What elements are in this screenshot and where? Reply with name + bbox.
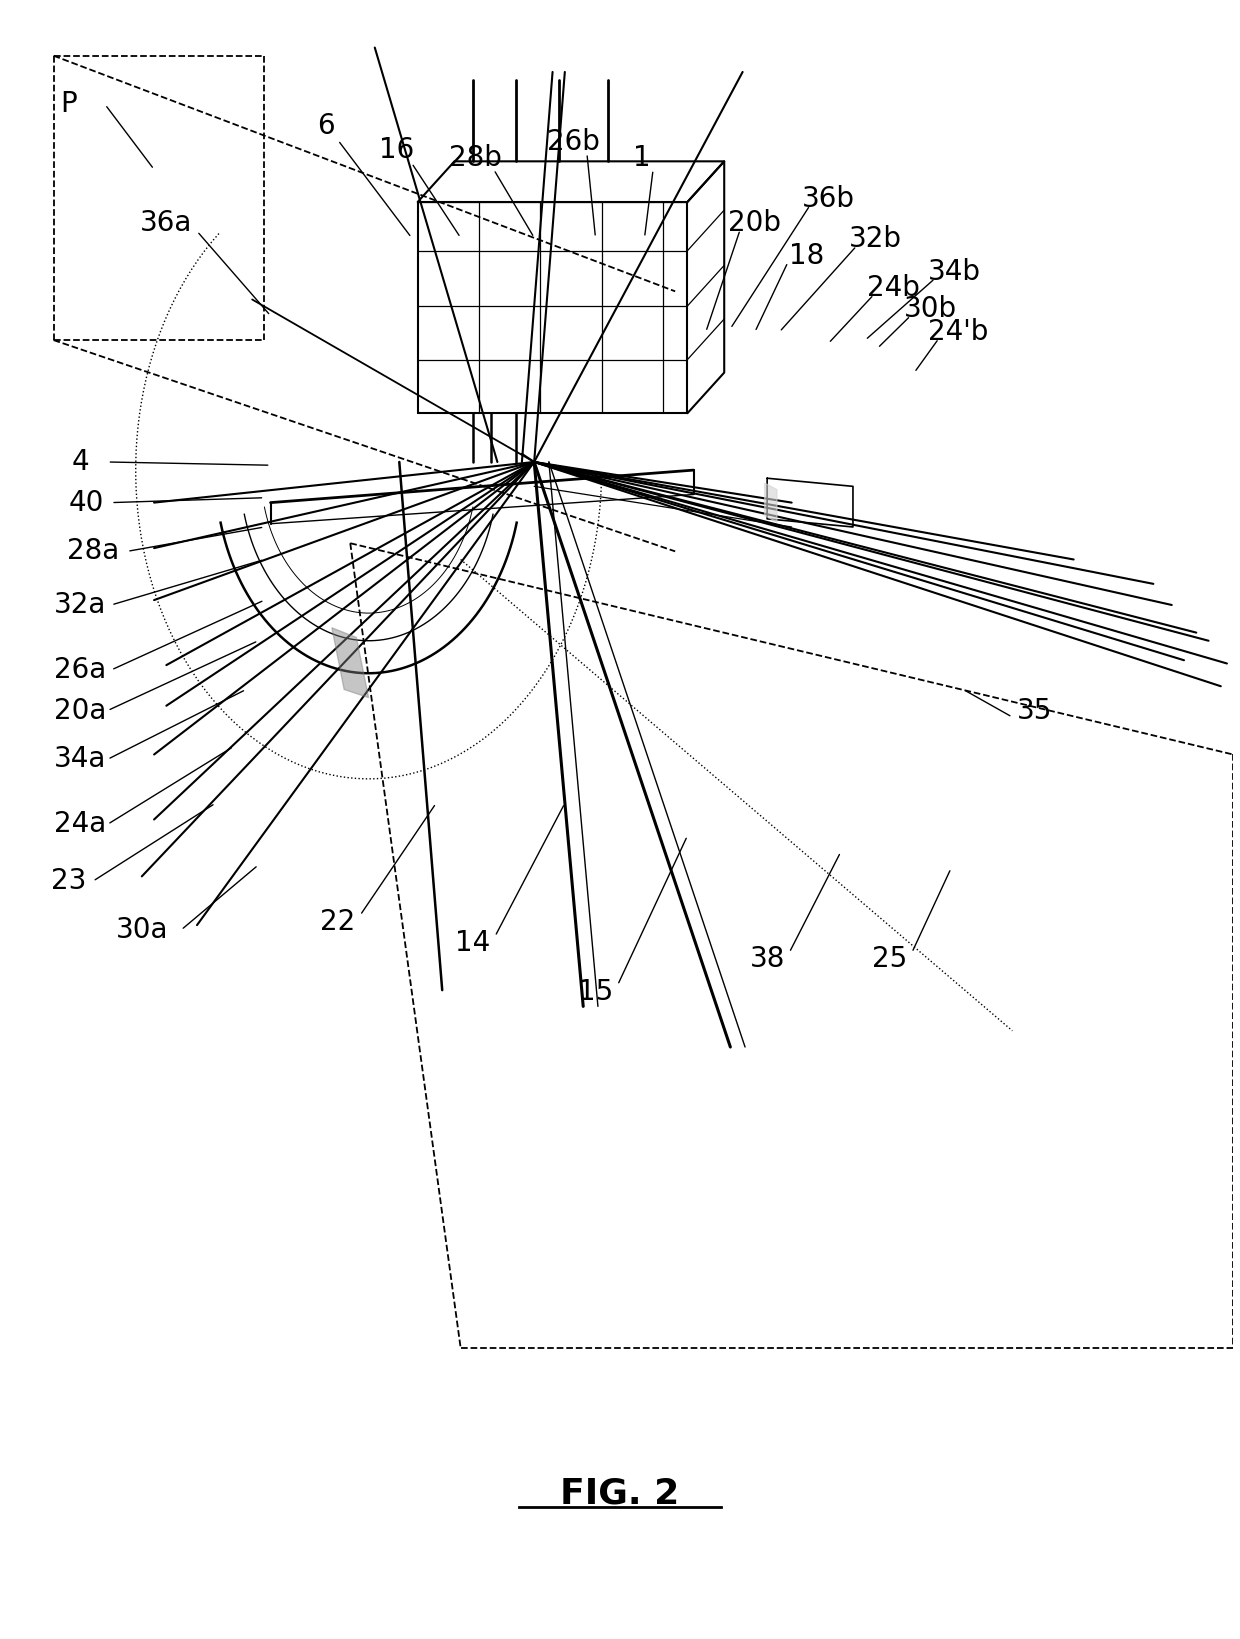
Text: 32b: 32b bbox=[848, 225, 901, 254]
Text: 28a: 28a bbox=[67, 538, 119, 565]
Polygon shape bbox=[332, 628, 368, 698]
Text: 24'b: 24'b bbox=[929, 318, 988, 346]
Text: 14: 14 bbox=[455, 929, 491, 957]
Text: 34a: 34a bbox=[55, 746, 107, 774]
Text: 28b: 28b bbox=[449, 144, 502, 172]
Text: 6: 6 bbox=[317, 111, 335, 139]
Text: 38: 38 bbox=[749, 946, 785, 974]
Text: 22: 22 bbox=[320, 908, 356, 936]
Text: 23: 23 bbox=[51, 867, 86, 895]
Text: 30a: 30a bbox=[115, 916, 169, 944]
Text: 26b: 26b bbox=[547, 128, 600, 156]
Text: 24b: 24b bbox=[867, 274, 920, 302]
Text: 34b: 34b bbox=[929, 257, 981, 285]
Text: 40: 40 bbox=[69, 488, 104, 516]
Text: FIG. 2: FIG. 2 bbox=[560, 1477, 680, 1511]
Text: 20a: 20a bbox=[55, 697, 107, 724]
Text: 36a: 36a bbox=[140, 210, 192, 238]
Text: 26a: 26a bbox=[55, 656, 107, 683]
Text: 25: 25 bbox=[872, 946, 908, 974]
Text: 35: 35 bbox=[1017, 697, 1052, 724]
Text: 4: 4 bbox=[72, 447, 89, 475]
Text: 15: 15 bbox=[578, 978, 613, 1006]
Text: 32a: 32a bbox=[55, 592, 107, 620]
Text: 16: 16 bbox=[379, 136, 414, 164]
Text: 36b: 36b bbox=[802, 185, 854, 213]
Text: 30b: 30b bbox=[904, 295, 957, 323]
Text: 18: 18 bbox=[789, 241, 825, 269]
Polygon shape bbox=[765, 484, 777, 523]
Text: P: P bbox=[60, 90, 77, 118]
Text: 24a: 24a bbox=[55, 810, 107, 839]
Text: 1: 1 bbox=[634, 144, 651, 172]
Text: 20b: 20b bbox=[728, 210, 781, 238]
